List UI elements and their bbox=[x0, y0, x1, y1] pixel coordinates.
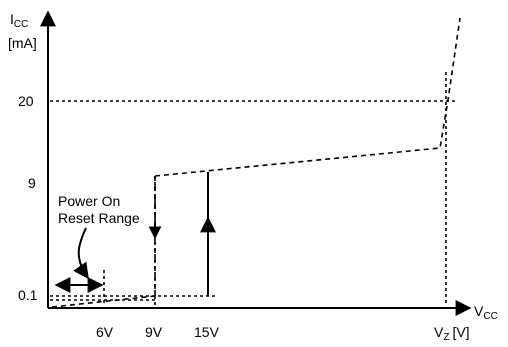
y-tick-0.1: 0.1 bbox=[18, 287, 38, 303]
x-tick-9v: 9V bbox=[145, 324, 163, 340]
y-axis-label: ICC bbox=[10, 11, 28, 30]
x-tick-vz: VZ [V] bbox=[434, 324, 470, 343]
y-tick-9: 9 bbox=[28, 175, 36, 191]
x-axis-label: VCC bbox=[474, 303, 498, 322]
annotation-line1: Power On bbox=[58, 193, 120, 209]
icc-curve bbox=[154, 17, 461, 177]
x-tick-15v: 15V bbox=[194, 324, 220, 340]
y-tick-20: 20 bbox=[18, 93, 34, 109]
x-tick-6v: 6V bbox=[96, 324, 114, 340]
y-axis-unit: [mA] bbox=[8, 35, 37, 51]
annotation-line2: Reset Range bbox=[58, 210, 140, 226]
annotation-callout bbox=[73, 227, 89, 280]
